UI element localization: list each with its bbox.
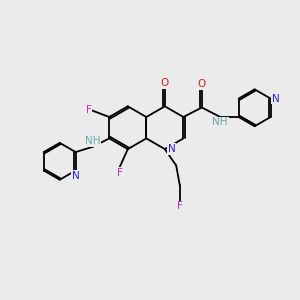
- Text: N: N: [72, 171, 80, 181]
- Text: F: F: [85, 106, 91, 116]
- Text: F: F: [177, 202, 183, 212]
- Text: NH: NH: [212, 117, 228, 128]
- Text: O: O: [198, 79, 206, 89]
- Text: NH: NH: [85, 136, 101, 146]
- Text: N: N: [167, 144, 175, 154]
- Text: O: O: [161, 78, 169, 88]
- Text: N: N: [272, 94, 280, 103]
- Text: F: F: [116, 168, 122, 178]
